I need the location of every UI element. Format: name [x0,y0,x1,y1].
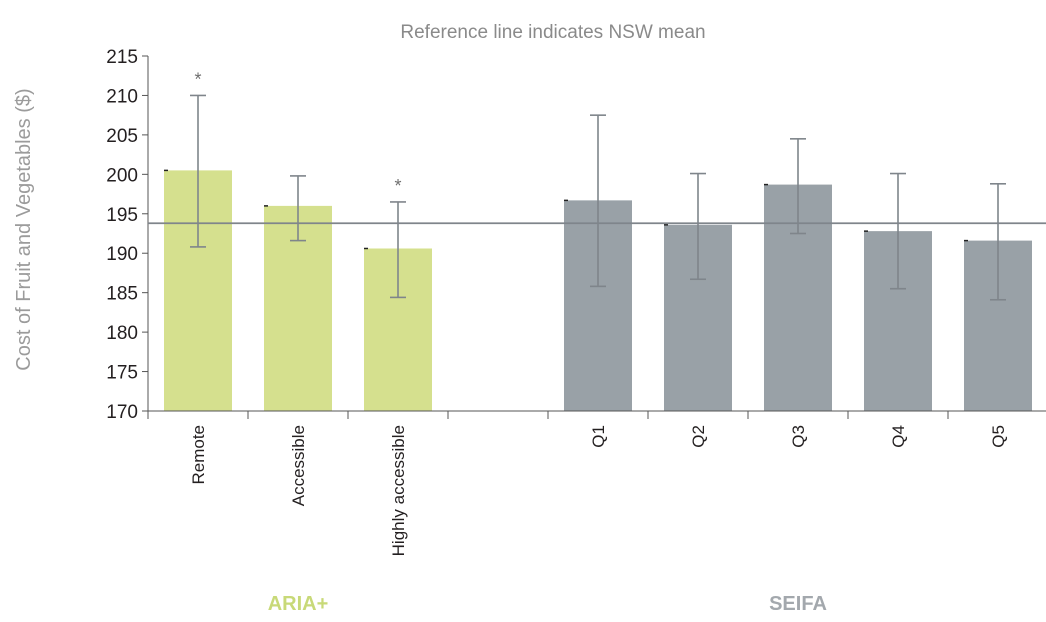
bars: ** [164,69,1032,411]
group-labels: ARIA+ SEIFA [268,593,827,615]
y-tick-label: 190 [106,244,138,265]
y-tick-label: 210 [106,86,138,107]
x-tick-label: Accessible [289,425,308,506]
x-tick-label: Q5 [989,425,1008,448]
group-label: SEIFA [769,593,827,615]
x-tick-label: Q1 [589,425,608,448]
x-axis: Remote Accessible Highly accessible Q1 Q2 Q3 Q… [147,410,1046,556]
y-axis: 170 175 180 185 190 195 200 205 210 215 [106,47,149,423]
y-tick-label: 205 [106,126,138,147]
group-label: ARIA+ [268,593,329,615]
x-tick-label: Highly accessible [389,425,408,556]
y-tick-label: 200 [106,165,138,186]
chart-title: Reference line indicates NSW mean [400,22,705,43]
x-tick-label: Q2 [689,425,708,448]
y-tick-label: 175 [106,363,138,384]
significance-marker: * [394,176,401,196]
significance-marker: * [194,69,201,89]
y-tick-label: 195 [106,205,138,226]
y-axis-title: Cost of Fruit and Vegetables ($) [13,88,35,370]
y-tick-label: 170 [106,402,138,423]
x-tick-label: Remote [189,425,208,485]
y-tick-label: 215 [106,47,138,68]
y-tick-label: 185 [106,284,138,305]
x-tick-label: Q4 [889,425,908,448]
y-tick-label: 180 [106,323,138,344]
x-tick-label: Q3 [789,425,808,448]
